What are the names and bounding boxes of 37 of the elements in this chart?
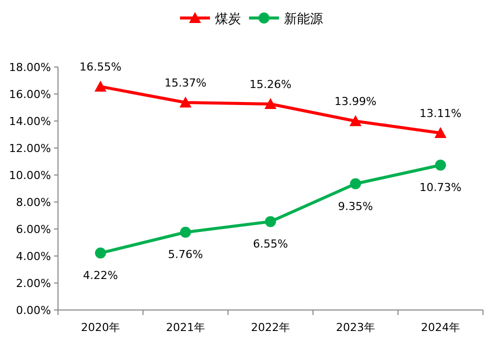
point <box>435 160 446 171</box>
y-tick-label: 2.00% <box>16 277 51 290</box>
y-tick-label: 8.00% <box>16 196 51 209</box>
x-tick-label: 2020年 <box>81 321 120 334</box>
y-tick-label: 6.00% <box>16 223 51 236</box>
y-tick-label: 18.00% <box>9 61 51 74</box>
x-tick-label: 2023年 <box>336 321 375 334</box>
data-label: 9.35% <box>338 200 373 213</box>
point <box>94 80 106 92</box>
point <box>350 115 362 126</box>
x-tick-label: 2021年 <box>166 321 205 334</box>
point <box>264 98 276 109</box>
data-label: 13.99% <box>334 95 376 108</box>
data-label: 5.76% <box>168 248 203 262</box>
point <box>180 226 191 238</box>
y-tick-label: 10.00% <box>9 169 51 182</box>
x-tick-label: 2022年 <box>251 321 290 334</box>
point <box>350 178 361 190</box>
legend-label: 新能源 <box>284 12 323 27</box>
data-label: 13.11% <box>420 107 462 120</box>
y-tick-label: 12.00% <box>9 142 51 155</box>
data-label: 15.26% <box>250 78 292 91</box>
point <box>434 127 446 138</box>
legend-label: 煤炭 <box>215 12 241 27</box>
data-label: 10.73% <box>420 181 462 194</box>
y-tick-label: 16.00% <box>9 88 51 101</box>
data-label: 6.55% <box>253 238 288 251</box>
data-label: 4.22% <box>83 269 118 282</box>
point <box>265 216 276 228</box>
x-tick-label: 2024年 <box>421 321 460 334</box>
y-tick-label: 4.00% <box>16 250 51 263</box>
point <box>180 96 192 108</box>
data-label: 15.37% <box>164 76 206 90</box>
data-label: 16.55% <box>80 60 122 74</box>
y-tick-label: 14.00% <box>9 115 51 128</box>
y-tick-label: 0.00% <box>16 304 51 317</box>
point <box>95 248 106 259</box>
